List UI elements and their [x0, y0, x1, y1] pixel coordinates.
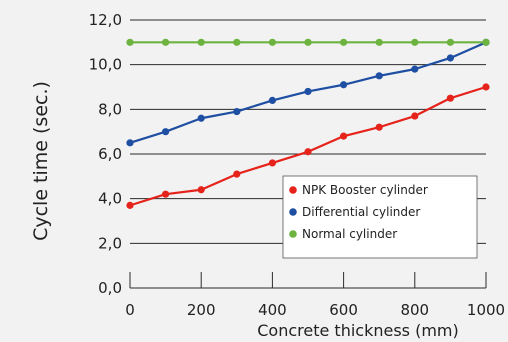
data-point	[162, 190, 170, 198]
x-tick-label: 600	[329, 301, 358, 319]
data-point	[340, 38, 348, 46]
data-point	[197, 186, 205, 194]
y-tick-label: 0,0	[98, 279, 122, 297]
data-point	[268, 96, 276, 104]
data-point	[197, 114, 205, 122]
data-point	[340, 132, 348, 140]
data-point	[162, 128, 170, 136]
x-tick-label: 800	[400, 301, 429, 319]
legend-label: Normal cylinder	[302, 227, 397, 241]
data-point	[126, 139, 134, 147]
data-point	[375, 38, 383, 46]
data-point	[482, 38, 490, 46]
x-axis-label: Concrete thickness (mm)	[257, 321, 459, 340]
data-point	[340, 81, 348, 89]
data-point	[233, 107, 241, 116]
y-tick-label: 2,0	[98, 234, 122, 252]
y-tick-label: 10,0	[89, 56, 122, 74]
data-point	[375, 72, 383, 80]
data-point	[446, 54, 454, 62]
x-tick-label: 0	[125, 301, 135, 319]
legend-marker	[289, 208, 297, 216]
legend-marker	[289, 186, 297, 194]
legend-label: Differential cylinder	[302, 205, 420, 219]
x-tick-label: 200	[187, 301, 216, 319]
x-tick-label: 1000	[467, 301, 505, 319]
x-tick-label: 400	[258, 301, 287, 319]
data-point	[411, 65, 419, 73]
legend-label: NPK Booster cylinder	[302, 183, 428, 197]
y-tick-label: 4,0	[98, 190, 122, 208]
y-axis-label: Cycle time (sec.)	[30, 81, 52, 241]
y-tick-label: 6,0	[98, 145, 122, 163]
data-point	[268, 38, 276, 46]
data-point	[233, 170, 241, 178]
y-tick-label: 8,0	[98, 100, 122, 118]
data-point	[482, 83, 490, 91]
series-normal-cylinder	[126, 38, 490, 46]
data-point	[268, 159, 276, 167]
y-axis-ticks: 0,0 2,0 4,0 6,0 8,0 10,0 12,0	[89, 11, 122, 297]
y-tick-label: 12,0	[89, 11, 122, 29]
data-point	[446, 38, 454, 46]
series-group	[126, 38, 490, 209]
data-point	[411, 38, 419, 46]
series-npk-booster-cylinder	[126, 83, 490, 209]
data-point	[126, 38, 134, 46]
data-point	[197, 38, 205, 46]
legend-box	[282, 175, 478, 259]
data-point	[162, 38, 170, 46]
legend-marker	[289, 230, 297, 238]
data-point	[304, 87, 312, 96]
data-point	[304, 38, 312, 46]
legend: NPK Booster cylinder Differential cylinde…	[282, 175, 478, 259]
data-point	[126, 201, 134, 209]
x-axis-ticks: 0 200 400 600 800 1000	[125, 272, 505, 319]
series-differential-cylinder	[126, 38, 490, 147]
data-point	[375, 123, 383, 131]
data-point	[233, 38, 241, 46]
data-point	[446, 94, 454, 102]
data-point	[304, 148, 312, 156]
data-point	[411, 112, 419, 120]
